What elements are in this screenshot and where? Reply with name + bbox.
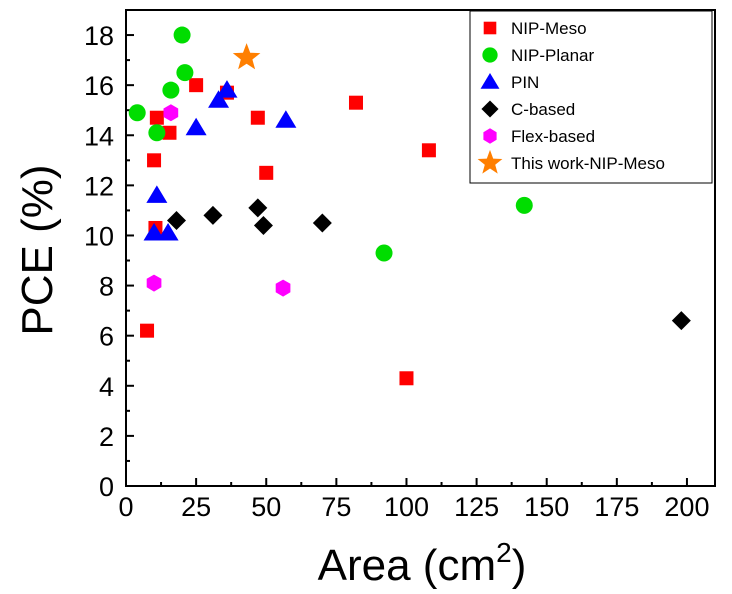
x-axis-title-main: Area (cm bbox=[318, 541, 496, 590]
data-point bbox=[163, 104, 179, 122]
data-point bbox=[148, 124, 166, 142]
x-tick-label: 50 bbox=[251, 492, 281, 522]
x-axis-title: Area (cm2) bbox=[318, 537, 527, 590]
legend-item: NIP-Planar bbox=[482, 46, 594, 65]
legend-label: PIN bbox=[511, 73, 539, 92]
data-point bbox=[176, 64, 194, 82]
x-tick-label: 150 bbox=[524, 492, 569, 522]
plot-frame bbox=[125, 9, 716, 487]
data-point bbox=[275, 279, 291, 297]
legend-marker bbox=[481, 100, 499, 118]
data-point bbox=[375, 244, 393, 262]
x-tick-label: 175 bbox=[594, 492, 639, 522]
legend-marker bbox=[477, 149, 503, 174]
y-tick-label: 12 bbox=[84, 171, 114, 201]
series-nip-planar bbox=[128, 26, 533, 262]
legend-box bbox=[469, 10, 713, 184]
data-point bbox=[149, 110, 164, 125]
data-point bbox=[248, 198, 268, 218]
legend: NIP-Meso NIP-Planar PIN C-based Flex-based Th… bbox=[469, 10, 713, 184]
x-tick-label: 0 bbox=[118, 492, 133, 522]
data-point bbox=[147, 153, 162, 168]
x-tick-label: 100 bbox=[384, 492, 429, 522]
data-point bbox=[515, 196, 533, 214]
series-flex-based bbox=[146, 104, 291, 297]
data-point bbox=[203, 205, 223, 225]
data-point bbox=[348, 95, 363, 110]
x-tick-label: 200 bbox=[664, 492, 709, 522]
legend-label: C-based bbox=[511, 100, 575, 119]
legend-marker bbox=[482, 47, 498, 63]
data-point bbox=[162, 125, 177, 140]
y-tick-label: 8 bbox=[99, 272, 114, 302]
data-point bbox=[259, 165, 274, 180]
legend-label: NIP-Meso bbox=[511, 19, 587, 38]
y-tick-label: 2 bbox=[99, 422, 114, 452]
y-tick-label: 10 bbox=[84, 221, 114, 251]
data-point bbox=[185, 117, 207, 136]
data-point bbox=[146, 185, 168, 203]
x-tick-label: 125 bbox=[454, 492, 499, 522]
x-tick-label: 75 bbox=[321, 492, 351, 522]
legend-item: NIP-Meso bbox=[483, 19, 587, 38]
data-point bbox=[399, 371, 414, 386]
y-tick-label: 14 bbox=[84, 121, 114, 151]
series-this-work-nip-meso bbox=[232, 43, 261, 70]
legend-marker bbox=[483, 128, 497, 144]
series-nip-meso bbox=[140, 78, 436, 386]
x-tick-label: 25 bbox=[181, 492, 211, 522]
data-point bbox=[421, 143, 436, 158]
data-point bbox=[189, 78, 204, 93]
data-point bbox=[312, 213, 332, 233]
y-tick-label: 16 bbox=[84, 71, 114, 101]
x-axis-title-sup: 2 bbox=[496, 537, 512, 568]
data-point bbox=[143, 222, 165, 241]
legend-marker bbox=[480, 73, 500, 89]
data-points bbox=[128, 26, 691, 386]
data-point bbox=[253, 215, 273, 235]
data-point bbox=[216, 80, 238, 98]
series-pin bbox=[143, 80, 297, 241]
data-point bbox=[128, 104, 146, 122]
y-axis-title: PCE (%) bbox=[13, 164, 62, 335]
legend-item: C-based bbox=[481, 100, 575, 119]
x-axis-title-close: ) bbox=[512, 541, 527, 590]
data-point bbox=[146, 274, 162, 292]
data-point bbox=[671, 311, 691, 331]
legend-label: Flex-based bbox=[511, 127, 595, 146]
series-c-based bbox=[166, 198, 691, 331]
data-point bbox=[157, 222, 179, 241]
y-tick-label: 6 bbox=[99, 322, 114, 352]
y-tick-label: 0 bbox=[99, 472, 114, 502]
legend-item: This work-NIP-Meso bbox=[477, 149, 665, 174]
data-point bbox=[250, 110, 265, 125]
legend-item: Flex-based bbox=[483, 127, 595, 146]
y-tick-labels: 0 2 4 6 8 10 12 14 16 18 bbox=[84, 21, 114, 502]
legend-label: NIP-Planar bbox=[511, 46, 594, 65]
data-point bbox=[140, 323, 155, 338]
data-point bbox=[166, 210, 186, 230]
data-point bbox=[232, 43, 261, 70]
data-point bbox=[173, 26, 191, 44]
legend-item: PIN bbox=[480, 73, 539, 92]
legend-marker bbox=[483, 21, 497, 35]
data-point bbox=[275, 110, 297, 128]
y-tick-label: 4 bbox=[99, 372, 114, 402]
y-tick-label: 18 bbox=[84, 21, 114, 51]
data-point bbox=[208, 90, 230, 108]
legend-label: This work-NIP-Meso bbox=[511, 154, 665, 173]
x-tick-labels: 0 25 50 75 100 125 150 175 200 bbox=[118, 492, 709, 522]
data-point bbox=[162, 81, 180, 99]
